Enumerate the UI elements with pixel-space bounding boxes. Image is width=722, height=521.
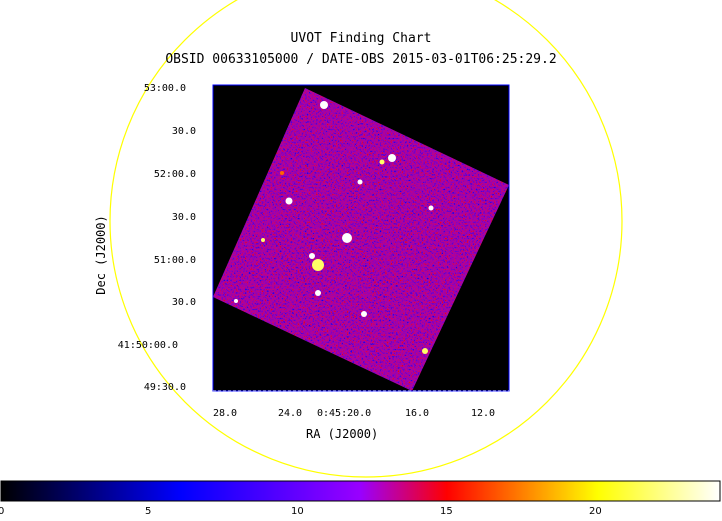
- ra-tick: 12.0: [471, 408, 496, 419]
- colorbar: [0, 480, 721, 502]
- dec-tick: 49:30.0: [143, 382, 186, 393]
- colorbar-tick: 20: [589, 506, 602, 517]
- x-axis-label: RA (J2000): [306, 427, 379, 441]
- dec-tick: 53:00.0: [143, 83, 186, 94]
- y-axis-label: Dec (J2000): [94, 215, 108, 295]
- chart-subtitle: OBSID 00633105000 / DATE-OBS 2015-03-01T…: [165, 52, 557, 67]
- ra-tick: 24.0: [278, 408, 303, 419]
- ra-tick: 28.0: [213, 408, 238, 419]
- ra-tick: 16.0: [405, 408, 430, 419]
- bright-sources: [234, 101, 434, 354]
- ra-tick: 0:45:20.0: [317, 408, 372, 419]
- chart-title: UVOT Finding Chart: [290, 31, 432, 46]
- dec-tick: 30.0: [171, 212, 196, 223]
- colorbar-tick: 15: [440, 506, 453, 517]
- dec-tick: 51:00.0: [153, 255, 196, 266]
- colorbar-tick: 0: [0, 506, 5, 517]
- dec-tick: 30.0: [171, 297, 196, 308]
- colorbar-tick: 10: [291, 506, 304, 517]
- dec-tick: 52:00.0: [153, 169, 196, 180]
- dec-tick: 41:50:00.0: [117, 340, 178, 351]
- field-of-view-circle: [109, 0, 623, 478]
- colorbar-tick: 5: [145, 506, 152, 517]
- dec-tick: 30.0: [171, 126, 196, 137]
